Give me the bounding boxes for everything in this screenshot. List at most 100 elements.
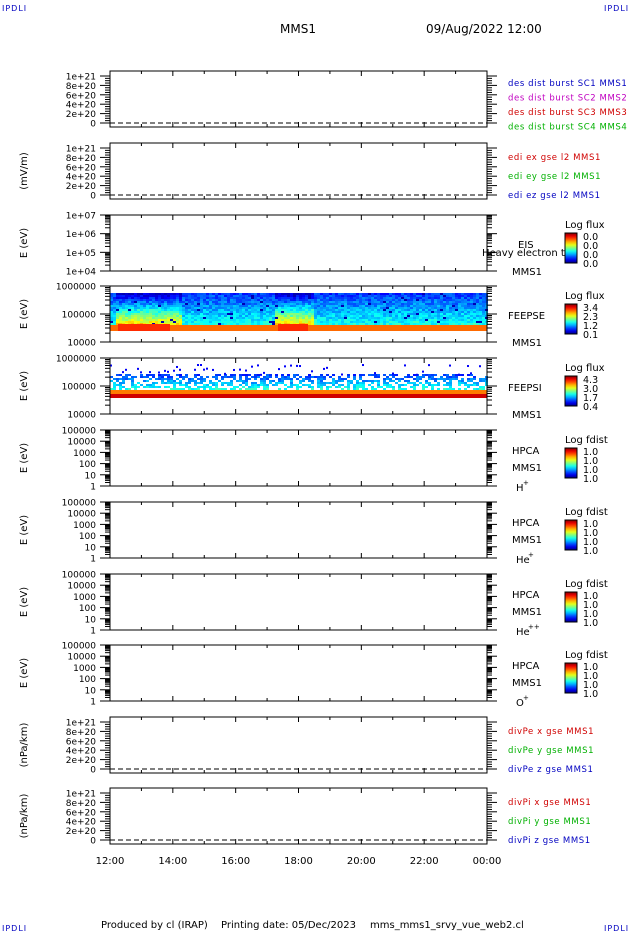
y-tick-label: 10 — [85, 686, 97, 696]
x-tick-label: 14:00 — [158, 856, 187, 867]
y-tick-label: 8e+20 — [66, 154, 97, 164]
instrument-name: EIS — [518, 240, 534, 251]
colorbar-value: 0.0 — [583, 259, 598, 270]
y-tick-label: 2e+20 — [66, 110, 97, 120]
y-tick-label: 2e+20 — [66, 756, 97, 766]
y-axis-label: E (eV) — [19, 228, 30, 258]
instrument-spacecraft: MMS1 — [512, 678, 542, 689]
legend-entry: divPe y gse MMS1 — [508, 746, 594, 756]
legend-entry: divPe z gse MMS1 — [508, 765, 594, 775]
colorbar-title: Log fdist — [565, 650, 608, 661]
datetime-title: 09/Aug/2022 12:00 — [426, 22, 542, 36]
y-axis-label: E (eV) — [19, 443, 30, 473]
y-tick-label: 100000 — [62, 383, 97, 393]
y-tick-label: 10000 — [67, 339, 96, 349]
colorbar-title: Log fdist — [565, 507, 608, 518]
y-tick-label: 100000 — [62, 499, 97, 509]
colorbar-value: 1.0 — [583, 662, 598, 673]
y-tick-label: 8e+20 — [66, 82, 97, 92]
colorbar-value: 1.0 — [583, 600, 598, 611]
y-tick-label: 1000 — [73, 593, 96, 603]
legend-entry: divPi x gse MMS1 — [508, 798, 591, 808]
x-tick-label: 22:00 — [410, 856, 439, 867]
panel-frame — [109, 716, 488, 774]
y-tick-label: 10000 — [67, 411, 96, 421]
instrument-name: HPCA — [512, 590, 540, 601]
species-charge: + — [523, 694, 529, 702]
y-tick-label: 0 — [90, 120, 96, 130]
panel-frame — [109, 787, 488, 845]
y-axis-label: E (eV) — [19, 371, 30, 401]
x-tick-label: 18:00 — [284, 856, 313, 867]
y-tick-label: 0 — [90, 766, 96, 776]
y-tick-label: 1 — [90, 555, 96, 565]
y-tick-label: 1 — [90, 698, 96, 708]
y-axis-label: E (eV) — [19, 299, 30, 329]
y-tick-label: 4e+20 — [66, 747, 97, 757]
y-tick-label: 1000 — [73, 664, 96, 674]
legend-entry: edi ex gse l2 MMS1 — [508, 153, 601, 163]
y-tick-label: 10 — [85, 543, 97, 553]
y-tick-label: 1 — [90, 483, 96, 493]
colorbar-value: 1.0 — [583, 671, 598, 682]
y-tick-label: 1e+07 — [66, 212, 96, 222]
corner-label-bottom-left: IPDLI — [2, 924, 28, 933]
y-axis-label: E (eV) — [19, 587, 30, 617]
y-tick-label: 100 — [79, 532, 96, 542]
overlay-text: Heavy electron te — [482, 248, 571, 259]
y-tick-label: 1 — [90, 627, 96, 637]
colorbar-value: 0.0 — [583, 232, 598, 243]
y-tick-label: 6e+20 — [66, 91, 97, 101]
panel-frame — [109, 644, 488, 702]
y-tick-label: 10000 — [67, 582, 96, 592]
y-tick-label: 10 — [85, 615, 97, 625]
legend-entry: divPi y gse MMS1 — [508, 817, 591, 827]
y-axis-label: E (eV) — [19, 515, 30, 545]
y-tick-label: 6e+20 — [66, 737, 97, 747]
y-tick-label: 1e+21 — [66, 790, 96, 800]
y-tick-label: 10000 — [67, 510, 96, 520]
y-tick-label: 100000 — [62, 642, 97, 652]
panel-frame — [109, 429, 488, 487]
footer-filename: mms_mms1_srvy_vue_web2.cl — [370, 920, 524, 931]
y-tick-label: 100000 — [62, 311, 97, 321]
legend-entry: des dist burst SC4 MMS4 — [508, 123, 627, 133]
y-tick-label: 2e+20 — [66, 827, 97, 837]
colorbar — [564, 662, 578, 694]
footer-produced-by: Produced by cl (IRAP) — [101, 920, 208, 931]
panel-frame — [109, 573, 488, 631]
y-tick-label: 4e+20 — [66, 818, 97, 828]
y-tick-label: 1e+21 — [66, 73, 96, 83]
legend-entry: des dist burst SC2 MMS2 — [508, 94, 627, 104]
colorbar — [564, 375, 578, 407]
colorbar-title: Log fdist — [565, 579, 608, 590]
instrument-name: FEEPSE — [508, 311, 545, 322]
spec-band — [110, 390, 487, 394]
colorbar-value: 1.0 — [583, 618, 598, 629]
colorbar-value: 0.1 — [583, 330, 598, 341]
y-tick-label: 0 — [90, 837, 96, 847]
y-tick-label: 6e+20 — [66, 163, 97, 173]
colorbar-value: 1.0 — [583, 537, 598, 548]
corner-label-top-right: IPDLI — [604, 4, 630, 13]
colorbar-title: Log flux — [565, 363, 605, 374]
colorbar-value: 1.0 — [583, 546, 598, 557]
colorbar-value: 1.0 — [583, 519, 598, 530]
y-tick-label: 8e+20 — [66, 728, 97, 738]
instrument-name: FEEPSI — [508, 383, 542, 394]
species-label: He — [516, 627, 530, 638]
colorbar — [564, 519, 578, 551]
y-tick-label: 1000 — [73, 521, 96, 531]
y-tick-label: 1000000 — [56, 355, 96, 365]
colorbar-value: 0.0 — [583, 250, 598, 261]
colorbar-title: Log flux — [565, 291, 605, 302]
panel-frame — [109, 70, 488, 128]
panel-frame — [109, 214, 488, 272]
colorbar-value: 1.0 — [583, 591, 598, 602]
